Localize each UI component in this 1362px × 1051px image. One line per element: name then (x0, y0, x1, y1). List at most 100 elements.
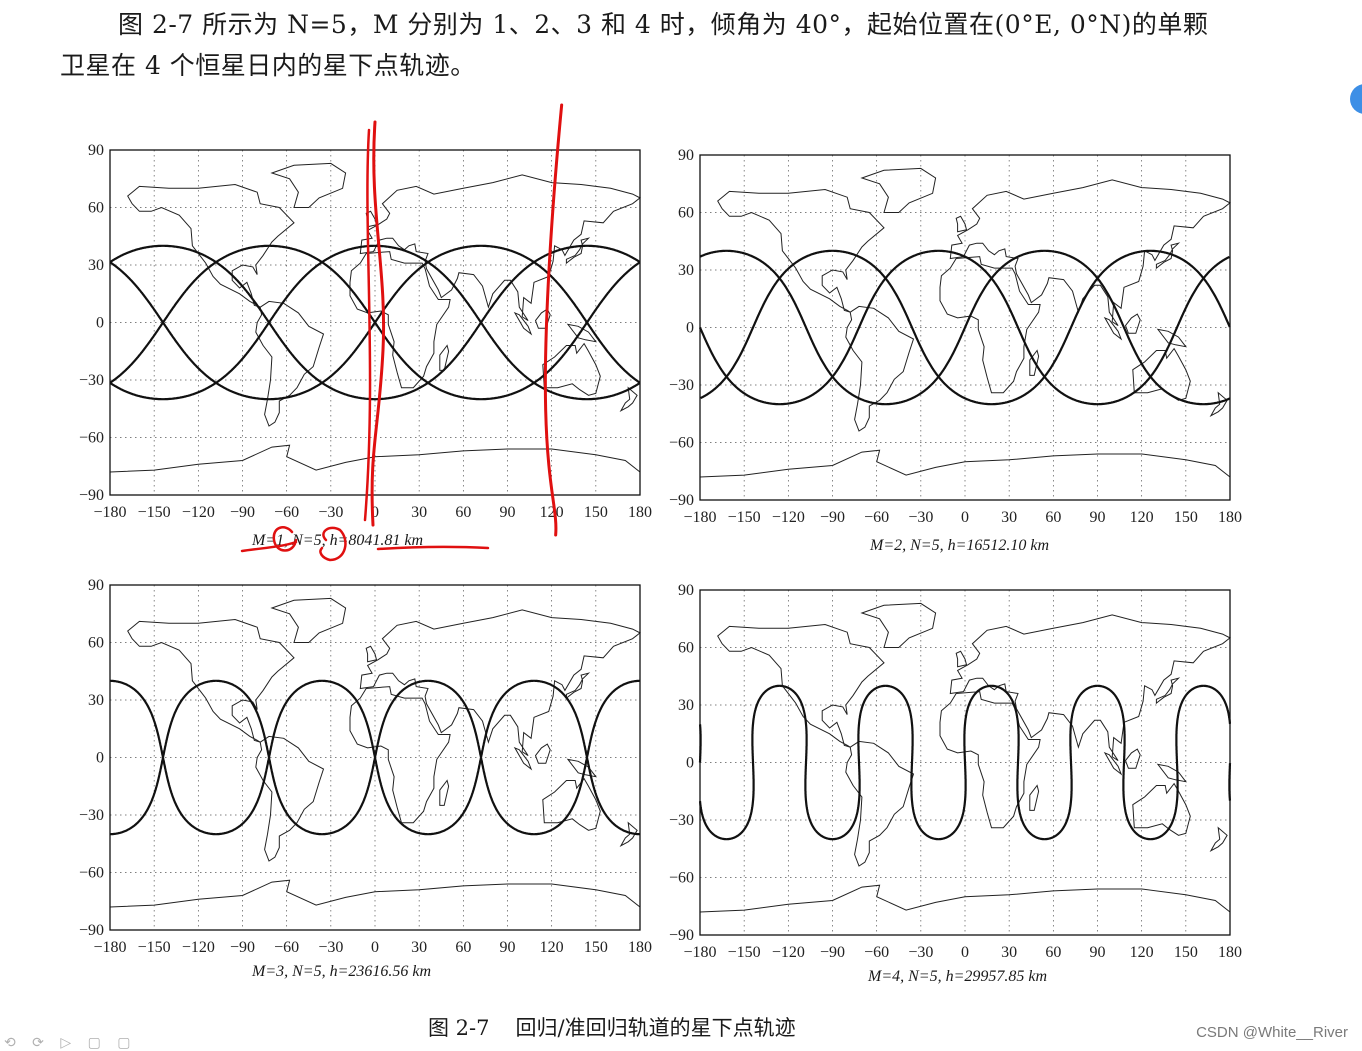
coastline-africa (939, 691, 1041, 829)
x-tick-label: −180 (683, 509, 716, 526)
x-tick-label: −90 (230, 504, 255, 521)
x-tick-label: −180 (93, 939, 126, 956)
x-tick-label: −60 (864, 944, 889, 961)
coastline-madagascar (439, 779, 450, 806)
coastline-madagascar (1029, 784, 1040, 811)
bottom-toolbar-icons[interactable]: ⟲ ⟳ ▷ ▢ ▢ (4, 1035, 137, 1051)
coastline-new-zealand (619, 821, 638, 847)
x-tick-label: −30 (908, 944, 933, 961)
y-tick-label: −30 (79, 372, 104, 389)
coastline-greenland (270, 162, 347, 208)
x-tick-label: −30 (908, 509, 933, 526)
coastline-new-guinea (566, 323, 597, 343)
coastline-britain (955, 215, 968, 233)
x-tick-label: 30 (1001, 509, 1017, 526)
x-tick-label: 90 (1090, 509, 1106, 526)
x-tick-label: −90 (230, 939, 255, 956)
coastline-africa (349, 251, 451, 389)
x-tick-label: −180 (683, 944, 716, 961)
x-tick-label: 150 (1174, 509, 1198, 526)
coastline-sumatra (513, 746, 533, 771)
coastline-north-america (127, 618, 295, 743)
y-tick-label: 90 (678, 582, 694, 599)
intro-line-2: 卫星在 4 个恒星日内的星下点轨迹。 (60, 51, 476, 80)
y-tick-label: 90 (88, 577, 104, 594)
chart-panel-m4: 90 60 30 0 −30 −60 −90 −180 −150 −120 −90 −60 −30 0 30… (630, 575, 1242, 970)
y-tick-label: −60 (669, 435, 694, 452)
coastline-new-guinea (1156, 763, 1187, 783)
x-tick-label: −30 (318, 939, 343, 956)
coastline-antarctica (699, 884, 1231, 913)
coastline-north-america (127, 183, 295, 308)
y-tick-label: 0 (686, 755, 694, 772)
x-tick-label: −60 (864, 509, 889, 526)
coastline-new-guinea (566, 758, 597, 778)
x-tick-label: 180 (628, 504, 652, 521)
x-tick-label: 30 (1001, 944, 1017, 961)
coastline-north-america (717, 188, 885, 313)
coastline-australia (1132, 347, 1191, 401)
coastline-britain (365, 210, 378, 228)
x-tick-label: 60 (455, 504, 471, 521)
x-tick-label: 60 (1045, 509, 1061, 526)
coastline-borneo (534, 743, 551, 764)
intro-paragraph: 图 2-7 所示为 N=5，M 分别为 1、2、3 和 4 时，倾角为 40°，… (60, 4, 1290, 86)
y-tick-label: −90 (79, 487, 104, 504)
figure-caption: 图 2-7 回归/准回归轨道的星下点轨迹 (428, 1012, 796, 1042)
y-tick-label: 30 (88, 692, 104, 709)
x-tick-label: −60 (274, 939, 299, 956)
subplot-caption-m4: M=4, N=5, h=29957.85 km (868, 968, 1048, 985)
plot-frame (109, 584, 641, 931)
subplot-caption-m1: M=1, N=5, h=8041.81 km (252, 532, 424, 549)
coastline-south-america (845, 305, 915, 432)
coastline-madagascar (1029, 349, 1040, 376)
x-tick-label: 180 (628, 939, 652, 956)
x-tick-label: 30 (411, 939, 427, 956)
y-tick-label: −60 (669, 870, 694, 887)
ground-track-series (110, 679, 640, 836)
x-tick-label: 150 (584, 939, 608, 956)
y-tick-label: 30 (88, 257, 104, 274)
y-tick-label: 0 (96, 315, 104, 332)
x-tick-label: −150 (138, 504, 171, 521)
coastline-south-america (255, 735, 325, 862)
coastline-north-america (717, 623, 885, 748)
x-tick-label: −30 (318, 504, 343, 521)
y-tick-label: −60 (79, 865, 104, 882)
y-tick-label: 60 (678, 205, 694, 222)
x-tick-label: −150 (728, 944, 761, 961)
y-tick-label: 60 (678, 640, 694, 657)
coastline-south-america (845, 740, 915, 867)
x-tick-label: 30 (411, 504, 427, 521)
y-tick-label: 0 (96, 750, 104, 767)
plot-frame (699, 154, 1231, 501)
intro-line-1: 图 2-7 所示为 N=5，M 分别为 1、2、3 和 4 时，倾角为 40°，… (118, 10, 1209, 39)
x-tick-label: −150 (728, 509, 761, 526)
x-tick-label: −120 (772, 944, 805, 961)
chart-panel-m2: 90 60 30 0 −30 −60 −90 −180 −150 −120 −90 −60 −30 0 30… (630, 140, 1242, 535)
coastline-greenland (860, 167, 937, 213)
x-tick-label: −150 (138, 939, 171, 956)
y-tick-label: 30 (678, 697, 694, 714)
y-tick-label: −30 (79, 807, 104, 824)
y-tick-label: 60 (88, 635, 104, 652)
coastline-sumatra (513, 311, 533, 336)
x-tick-label: −90 (820, 509, 845, 526)
x-tick-label: −180 (93, 504, 126, 521)
coastline-japan (1155, 242, 1181, 270)
coastline-new-zealand (1209, 826, 1228, 852)
x-tick-label: 180 (1218, 944, 1242, 961)
x-tick-label: 120 (540, 504, 564, 521)
watermark: CSDN @White__River (1196, 1024, 1348, 1041)
x-tick-label: 150 (1174, 944, 1198, 961)
x-tick-label: −90 (820, 944, 845, 961)
x-tick-label: 180 (1218, 509, 1242, 526)
x-tick-label: 120 (1130, 944, 1154, 961)
x-tick-label: 0 (961, 509, 969, 526)
coastlines (699, 167, 1231, 478)
coastline-europe-asia (359, 174, 641, 322)
side-float-button[interactable] (1350, 84, 1362, 114)
x-tick-label: −120 (772, 509, 805, 526)
